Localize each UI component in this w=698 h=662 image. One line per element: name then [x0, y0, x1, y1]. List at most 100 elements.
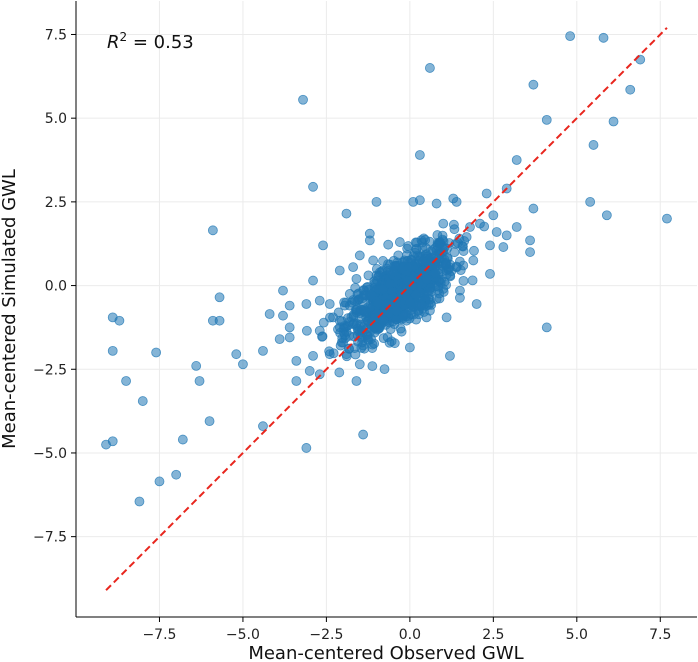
identity-reference-line: [105, 27, 668, 591]
y-tick-label: −5.0: [33, 446, 67, 462]
data-point: [438, 218, 449, 229]
x-tick-label: 5.0: [566, 627, 588, 643]
x-tick-label: 7.5: [649, 627, 671, 643]
data-point: [528, 79, 539, 90]
data-point: [448, 219, 459, 230]
data-point: [431, 294, 442, 304]
data-point: [421, 274, 432, 285]
data-point: [501, 230, 512, 241]
data-point: [278, 285, 288, 296]
data-point: [284, 322, 295, 333]
data-point: [194, 376, 205, 386]
data-point: [314, 325, 325, 336]
data-point: [301, 443, 312, 453]
data-point: [475, 218, 485, 229]
data-point: [485, 268, 495, 279]
data-point: [371, 270, 382, 281]
data-point: [344, 289, 355, 299]
y-ticks: −7.5 −5.0 −2.5 0.0 2.5 5.0 7.5: [33, 27, 76, 546]
y-tick-label: 7.5: [45, 27, 67, 43]
axes: [75, 1, 697, 618]
x-ticks: −7.5 −5.0 −2.5 0.0 2.5 5.0 7.5: [142, 617, 671, 643]
data-point: [424, 63, 435, 73]
data-point: [625, 84, 636, 95]
y-tick-label: −7.5: [33, 530, 67, 546]
data-point: [351, 376, 362, 386]
y-tick-label: 2.5: [45, 195, 67, 211]
data-point: [348, 262, 359, 273]
data-point: [458, 241, 468, 252]
data-point: [441, 312, 452, 323]
data-point: [469, 245, 479, 256]
data-point: [214, 292, 225, 303]
data-point: [411, 300, 422, 311]
data-point: [379, 364, 390, 375]
data-point: [458, 260, 469, 271]
data-point: [284, 300, 295, 311]
data-point: [468, 255, 479, 266]
data-point: [662, 213, 672, 224]
data-point: [404, 342, 415, 353]
data-point: [382, 332, 393, 343]
data-point: [308, 181, 318, 192]
data-point: [238, 359, 248, 370]
data-point: [373, 298, 383, 309]
data-point: [411, 243, 422, 254]
data-point: [511, 155, 522, 165]
x-tick-label: 2.5: [482, 627, 504, 643]
data-point: [444, 238, 455, 248]
data-point: [348, 319, 359, 329]
x-axis-label: Mean-centered Observed GWL: [248, 643, 523, 662]
data-point: [318, 240, 328, 251]
y-tick-label: −2.5: [33, 362, 67, 378]
data-point: [491, 227, 502, 237]
data-point: [314, 295, 325, 306]
data-point: [324, 299, 335, 309]
data-point: [356, 342, 367, 353]
data-point: [608, 116, 619, 127]
data-point: [498, 242, 509, 252]
data-point: [278, 310, 288, 321]
data-point: [368, 255, 379, 266]
data-point: [371, 196, 382, 207]
data-point: [398, 310, 409, 321]
data-point: [301, 299, 312, 309]
data-point: [438, 284, 449, 294]
data-point: [430, 268, 441, 279]
data-point: [511, 222, 522, 232]
data-point: [414, 150, 425, 160]
data-point: [423, 288, 434, 299]
data-point: [525, 235, 535, 246]
data-point: [481, 188, 492, 199]
data-point: [137, 396, 148, 406]
data-point: [394, 237, 405, 247]
r-squared-annotation: R2 = 0.53: [107, 30, 194, 53]
data-point: [338, 337, 349, 348]
data-point: [354, 359, 365, 370]
data-point: [383, 239, 394, 250]
y-tick-label: 5.0: [45, 111, 67, 127]
data-point: [391, 305, 402, 316]
data-point: [334, 315, 345, 326]
data-point: [485, 240, 495, 251]
data-point: [274, 334, 285, 345]
data-point: [341, 208, 352, 219]
data-point: [471, 299, 482, 309]
x-tick-label: −7.5: [142, 627, 176, 643]
data-point: [455, 285, 465, 296]
data-point: [451, 196, 462, 207]
data-point: [449, 247, 460, 258]
data-point: [351, 273, 362, 284]
data-point: [344, 300, 355, 311]
data-point: [364, 228, 375, 239]
data-point: [361, 290, 372, 301]
data-point: [264, 309, 275, 319]
data-point: [314, 369, 325, 380]
data-point: [349, 331, 360, 342]
data-point: [231, 349, 242, 360]
data-point: [284, 332, 295, 343]
data-point: [367, 361, 378, 372]
data-point: [414, 195, 425, 206]
data-point: [204, 416, 215, 427]
